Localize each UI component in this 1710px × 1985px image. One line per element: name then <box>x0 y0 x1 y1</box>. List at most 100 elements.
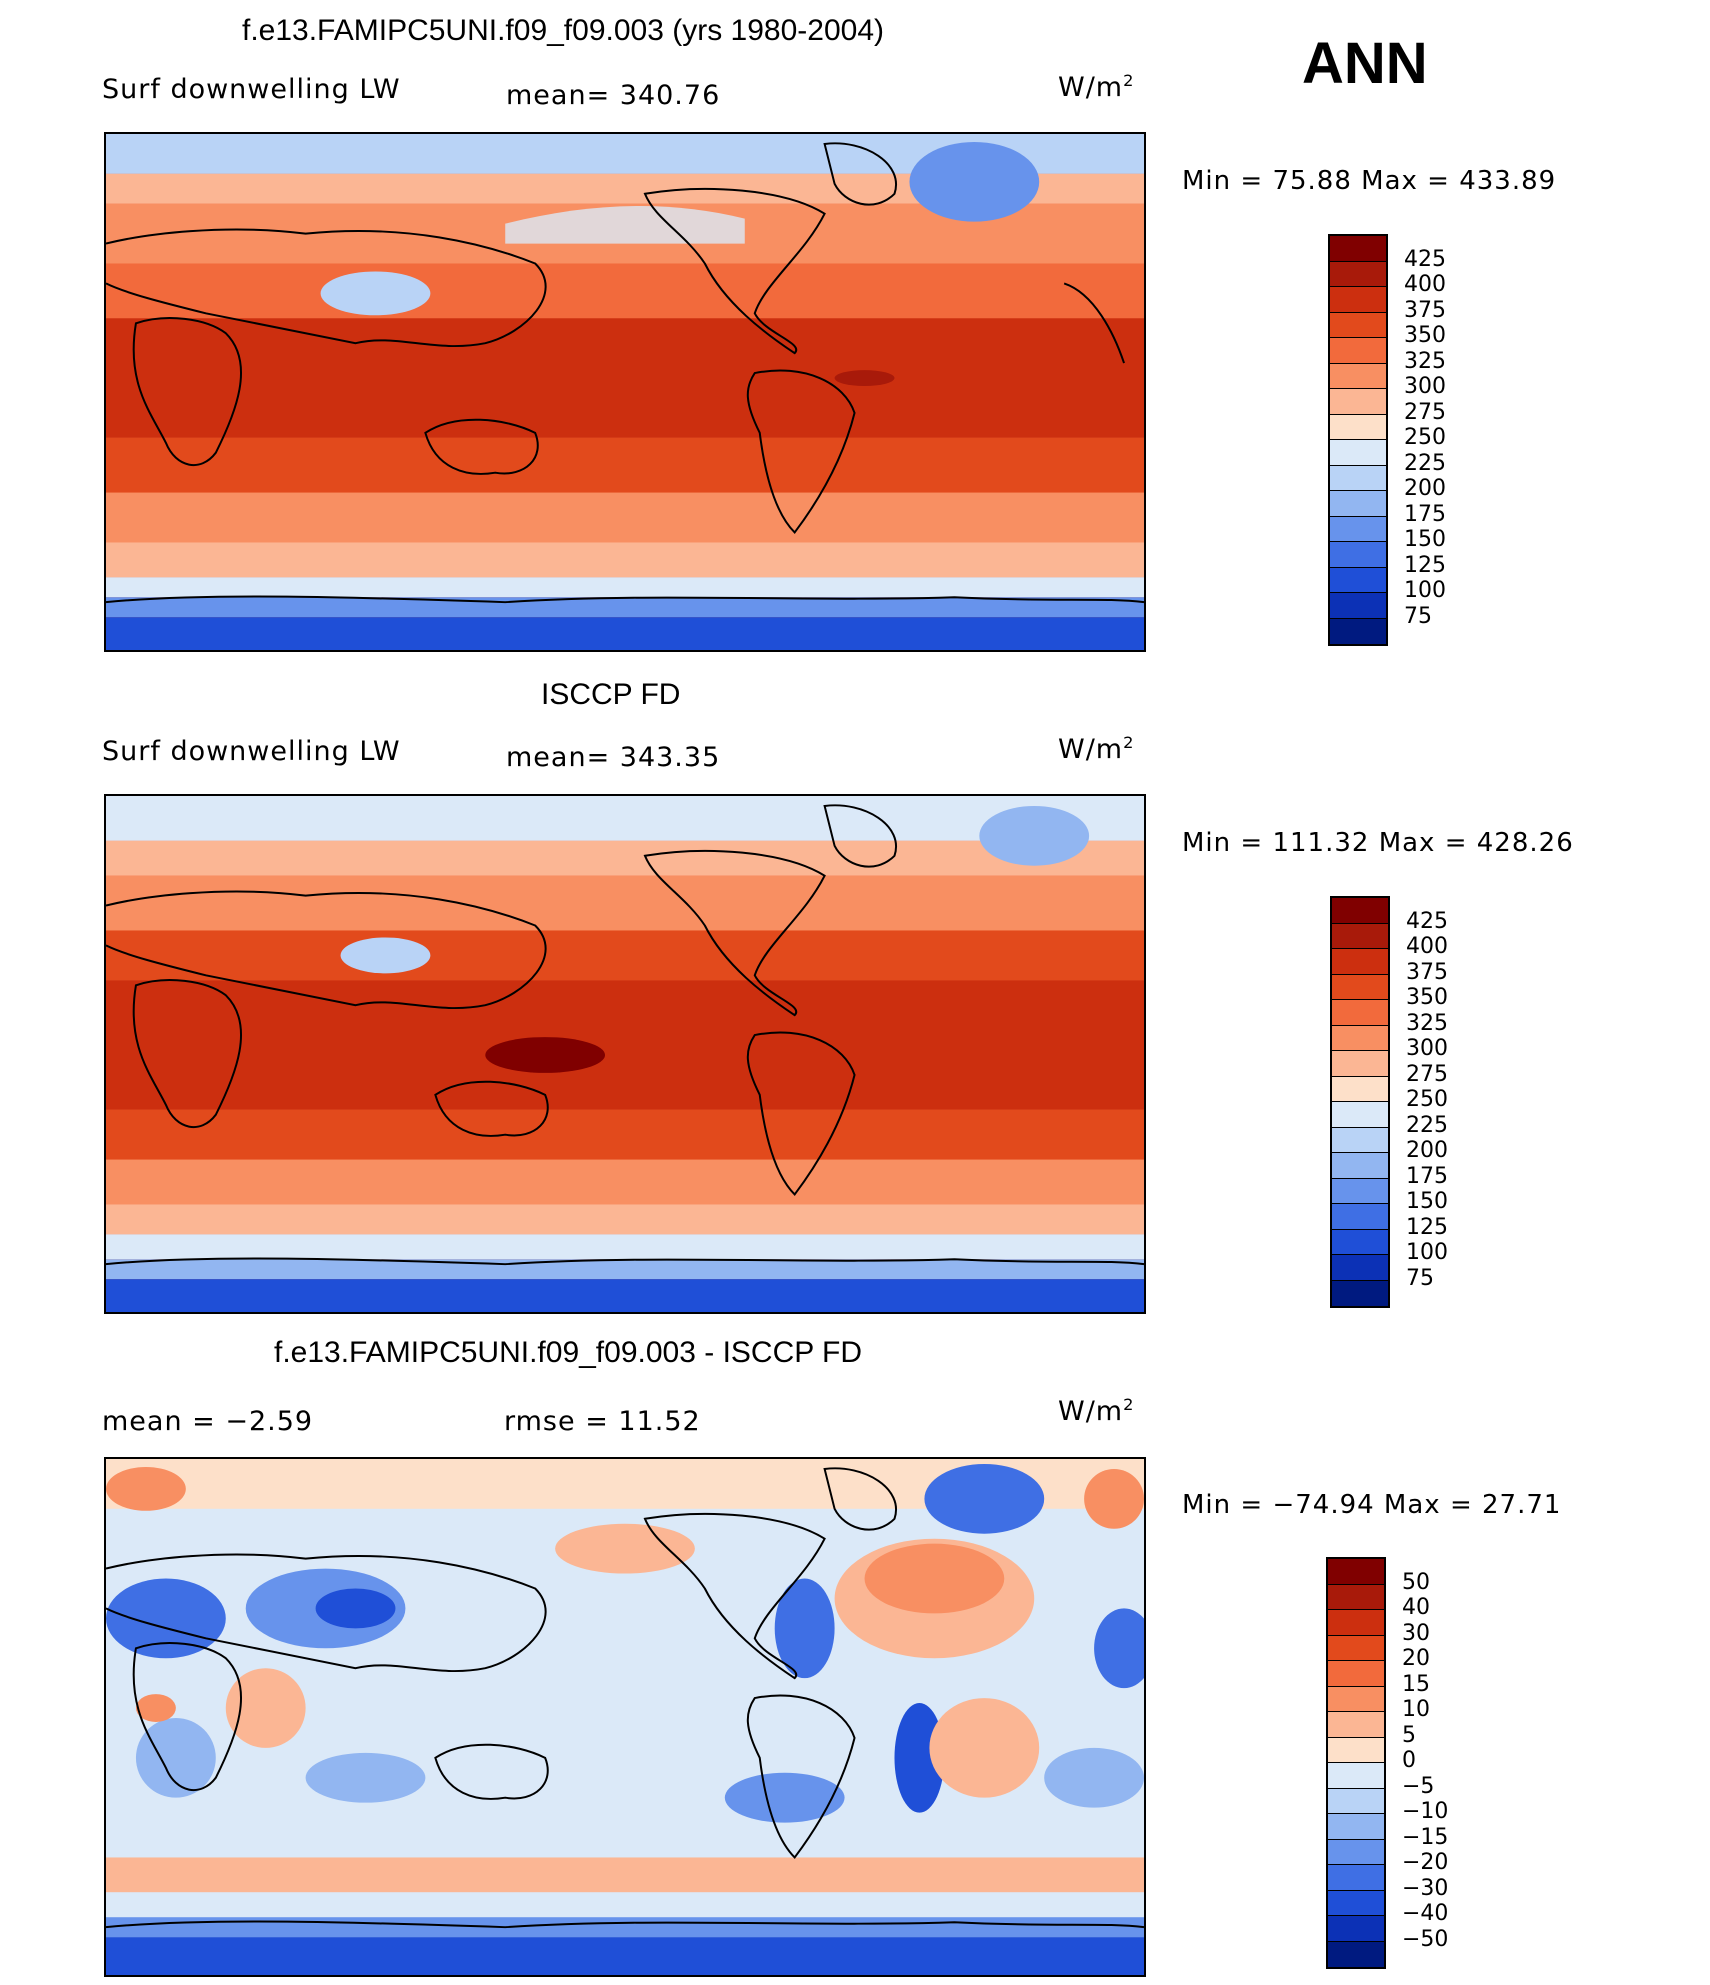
colorbar-tick-label: 200 <box>1404 476 1446 501</box>
colorbar-tick-label: −5 <box>1402 1773 1435 1799</box>
colorbar-tick-label: 400 <box>1406 934 1448 959</box>
panel-3-mean-label: mean = −2.59 <box>102 1406 314 1437</box>
colorbar-tick-label: 10 <box>1402 1697 1430 1722</box>
colorbar-swatch <box>1328 1941 1384 1967</box>
colorbar-tick-label: 275 <box>1406 1061 1448 1087</box>
colorbar-tick-label: 125 <box>1406 1214 1448 1240</box>
colorbar-swatch <box>1332 1025 1388 1051</box>
colorbar-swatch <box>1328 1712 1384 1738</box>
colorbar-swatch <box>1332 898 1388 924</box>
panel-2-variable-label: Surf downwelling LW <box>102 736 401 767</box>
colorbar-swatch <box>1330 389 1386 415</box>
colorbar-swatch <box>1332 1255 1388 1281</box>
panel-2-units-label: W/m2 <box>1058 733 1135 765</box>
colorbar-swatch <box>1332 1051 1388 1077</box>
colorbar-swatch <box>1330 516 1386 542</box>
colorbar-tick-label: 40 <box>1402 1595 1430 1620</box>
colorbar-swatch <box>1332 1076 1388 1102</box>
season-label: ANN <box>1302 31 1428 96</box>
colorbar-swatch <box>1330 363 1386 389</box>
panel-2-mean-label: mean= 343.35 <box>506 742 721 773</box>
panel-1-units-label: W/m2 <box>1058 71 1135 103</box>
colorbar-swatch <box>1332 949 1388 975</box>
panel-1-map <box>104 132 1146 652</box>
colorbar-swatch <box>1328 1559 1384 1585</box>
colorbar-tick-label: 0 <box>1402 1748 1416 1773</box>
colorbar-tick-label: 50 <box>1402 1569 1430 1595</box>
colorbar-tick-label: −15 <box>1402 1824 1449 1850</box>
panel-2-map <box>104 794 1146 1314</box>
colorbar-tick-label: 225 <box>1406 1112 1448 1138</box>
colorbar-swatch <box>1332 1204 1388 1230</box>
colorbar-tick-label: 375 <box>1406 959 1448 985</box>
colorbar-swatch <box>1332 1280 1388 1306</box>
panel-1-colorbar <box>1328 234 1388 646</box>
colorbar-swatch <box>1332 974 1388 1000</box>
colorbar-swatch <box>1332 1102 1388 1128</box>
colorbar-swatch <box>1332 1127 1388 1153</box>
colorbar-tick-label: 75 <box>1406 1265 1434 1291</box>
colorbar-tick-label: 150 <box>1404 527 1446 552</box>
colorbar-tick-label: 425 <box>1406 908 1448 934</box>
colorbar-swatch <box>1332 1000 1388 1026</box>
colorbar-swatch <box>1330 593 1386 619</box>
colorbar-swatch <box>1332 1153 1388 1179</box>
colorbar-tick-label: 225 <box>1404 450 1446 476</box>
panel-3-rmse-label: rmse = 11.52 <box>504 1406 701 1437</box>
colorbar-swatch <box>1330 236 1386 262</box>
colorbar-swatch <box>1328 1916 1384 1942</box>
colorbar-swatch <box>1330 338 1386 364</box>
colorbar-swatch <box>1330 491 1386 517</box>
colorbar-tick-label: 20 <box>1402 1646 1430 1671</box>
colorbar-tick-label: 100 <box>1404 578 1446 603</box>
colorbar-swatch <box>1328 1814 1384 1840</box>
colorbar-swatch <box>1330 440 1386 466</box>
colorbar-swatch <box>1330 567 1386 593</box>
panel-3-map <box>104 1457 1146 1977</box>
colorbar-swatch <box>1328 1865 1384 1891</box>
colorbar-swatch <box>1328 1737 1384 1763</box>
panel-1-minmax: Min = 75.88 Max = 433.89 <box>1182 166 1557 196</box>
panel-2-title: ISCCP FD <box>541 678 681 711</box>
panel-2-colorbar <box>1330 896 1390 1308</box>
colorbar-swatch <box>1330 465 1386 491</box>
colorbar-swatch <box>1328 1635 1384 1661</box>
colorbar-tick-label: 275 <box>1404 399 1446 425</box>
panel-3-colorbar <box>1326 1557 1386 1969</box>
colorbar-tick-label: 325 <box>1406 1010 1448 1036</box>
colorbar-tick-label: −30 <box>1402 1875 1449 1901</box>
colorbar-tick-label: 200 <box>1406 1138 1448 1163</box>
colorbar-swatch <box>1332 923 1388 949</box>
colorbar-tick-label: 5 <box>1402 1722 1416 1748</box>
colorbar-tick-label: 300 <box>1404 374 1446 399</box>
colorbar-swatch <box>1328 1686 1384 1712</box>
panel-2-minmax: Min = 111.32 Max = 428.26 <box>1182 828 1574 858</box>
colorbar-swatch <box>1330 312 1386 338</box>
colorbar-tick-label: 15 <box>1402 1671 1430 1697</box>
colorbar-swatch <box>1328 1661 1384 1687</box>
colorbar-tick-label: −40 <box>1402 1901 1449 1926</box>
colorbar-swatch <box>1330 542 1386 568</box>
colorbar-tick-label: 375 <box>1404 297 1446 323</box>
colorbar-tick-label: 300 <box>1406 1036 1448 1061</box>
colorbar-tick-label: −10 <box>1402 1799 1449 1824</box>
panel-1-variable-label: Surf downwelling LW <box>102 74 401 105</box>
colorbar-tick-label: 30 <box>1402 1620 1430 1646</box>
panel-1-mean-label: mean= 340.76 <box>506 80 721 111</box>
colorbar-tick-label: 175 <box>1404 501 1446 527</box>
panel-1-title: f.e13.FAMIPC5UNI.f09_f09.003 (yrs 1980-2… <box>242 14 885 47</box>
colorbar-swatch <box>1330 618 1386 644</box>
panel-3-units-label: W/m2 <box>1058 1395 1135 1427</box>
colorbar-tick-label: 75 <box>1404 603 1432 629</box>
colorbar-tick-label: 175 <box>1406 1163 1448 1189</box>
colorbar-tick-label: 150 <box>1406 1189 1448 1214</box>
colorbar-swatch <box>1332 1229 1388 1255</box>
colorbar-swatch <box>1332 1178 1388 1204</box>
colorbar-swatch <box>1328 1584 1384 1610</box>
colorbar-swatch <box>1330 287 1386 313</box>
colorbar-swatch <box>1328 1610 1384 1636</box>
colorbar-tick-label: −50 <box>1402 1926 1449 1952</box>
colorbar-swatch <box>1328 1788 1384 1814</box>
colorbar-tick-label: −20 <box>1402 1850 1449 1875</box>
colorbar-tick-label: 250 <box>1406 1087 1448 1112</box>
